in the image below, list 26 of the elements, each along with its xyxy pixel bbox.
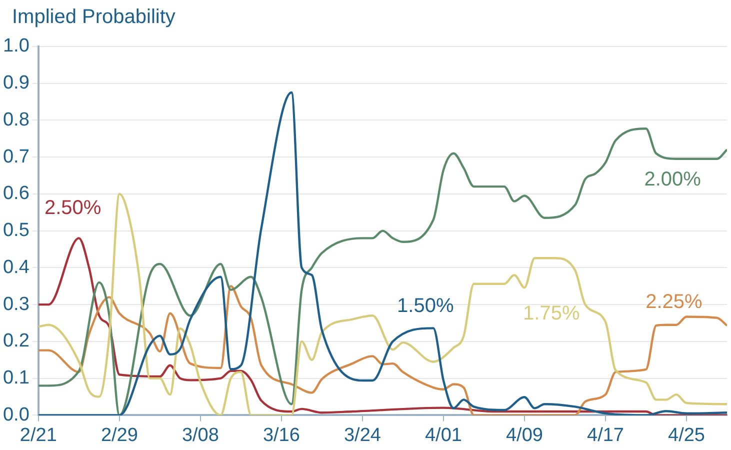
- x-tick-label: 4/25: [668, 424, 705, 446]
- y-tick-label: 0.7: [2, 146, 30, 168]
- series-label: 2.25%: [646, 290, 703, 313]
- x-tick-label: 3/08: [182, 424, 219, 446]
- y-axis-title: Implied Probability: [12, 6, 176, 29]
- x-tick-label: 4/01: [424, 424, 462, 446]
- y-tick-label: 0.8: [2, 109, 30, 130]
- y-tick-label: 0.5: [2, 220, 30, 242]
- y-tick-label: 0.2: [2, 330, 30, 352]
- series-label: 2.50%: [44, 197, 102, 220]
- y-tick-label: 0.0: [2, 404, 30, 426]
- y-tick-label: 0.3: [2, 294, 30, 315]
- y-tick-label: 0.9: [2, 72, 30, 94]
- series-label: 1.50%: [397, 294, 454, 317]
- y-tick-label: 0.6: [2, 183, 30, 204]
- x-tick-label: 4/09: [506, 424, 543, 446]
- x-tick-label: 2/29: [100, 424, 138, 446]
- x-tick-label: 2/21: [20, 424, 57, 446]
- series-label: 2.00%: [644, 168, 702, 190]
- y-tick-label: 1.0: [2, 36, 30, 57]
- series-label: 1.75%: [523, 302, 580, 324]
- y-tick-label: 0.1: [2, 368, 30, 389]
- x-tick-label: 4/17: [586, 424, 624, 446]
- x-tick-label: 3/24: [344, 424, 382, 446]
- y-tick-label: 0.4: [2, 256, 30, 278]
- x-tick-label: 3/16: [262, 424, 300, 446]
